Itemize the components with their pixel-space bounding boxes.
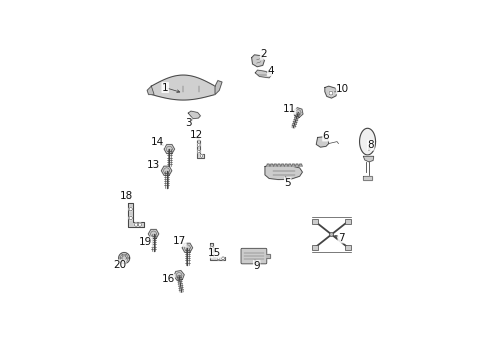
Text: 5: 5	[284, 177, 291, 188]
Circle shape	[329, 91, 333, 95]
Text: 2: 2	[260, 49, 267, 59]
Text: 16: 16	[161, 274, 174, 284]
Polygon shape	[182, 243, 193, 252]
Polygon shape	[147, 86, 154, 94]
Polygon shape	[363, 176, 372, 180]
Circle shape	[197, 144, 200, 146]
Circle shape	[221, 257, 224, 260]
Circle shape	[217, 257, 220, 260]
Polygon shape	[161, 166, 172, 175]
Polygon shape	[128, 203, 144, 227]
Polygon shape	[252, 55, 265, 67]
Polygon shape	[274, 164, 277, 166]
Circle shape	[138, 223, 142, 226]
Polygon shape	[267, 164, 270, 166]
Text: 20: 20	[113, 260, 126, 270]
Bar	[312, 219, 318, 224]
Polygon shape	[316, 137, 329, 147]
Text: 19: 19	[139, 237, 152, 247]
Text: 7: 7	[338, 233, 344, 243]
Circle shape	[210, 252, 213, 255]
Text: 14: 14	[151, 137, 164, 147]
Text: 11: 11	[283, 104, 296, 114]
Polygon shape	[364, 156, 374, 162]
Bar	[312, 246, 318, 250]
Polygon shape	[295, 164, 299, 166]
Circle shape	[200, 154, 203, 157]
Polygon shape	[210, 243, 225, 260]
Text: 10: 10	[336, 84, 349, 94]
Polygon shape	[288, 164, 292, 166]
Polygon shape	[294, 108, 303, 117]
Circle shape	[129, 207, 132, 211]
FancyBboxPatch shape	[241, 248, 267, 264]
Text: 9: 9	[253, 261, 260, 270]
Text: 18: 18	[120, 191, 133, 201]
Text: 17: 17	[173, 237, 186, 246]
Polygon shape	[197, 140, 204, 158]
Polygon shape	[188, 111, 200, 118]
Text: 13: 13	[147, 159, 160, 170]
Polygon shape	[119, 252, 130, 264]
Circle shape	[197, 150, 200, 153]
Bar	[345, 246, 351, 250]
Polygon shape	[360, 128, 375, 155]
Polygon shape	[270, 164, 273, 166]
Text: 15: 15	[208, 248, 221, 258]
Text: 3: 3	[185, 118, 192, 128]
Text: 4: 4	[267, 66, 274, 76]
Polygon shape	[281, 164, 284, 166]
Polygon shape	[174, 271, 184, 280]
Circle shape	[134, 223, 138, 226]
Circle shape	[129, 216, 132, 220]
Text: 12: 12	[190, 130, 203, 140]
Polygon shape	[255, 70, 272, 78]
Polygon shape	[277, 164, 281, 166]
Polygon shape	[325, 86, 337, 98]
Polygon shape	[215, 81, 222, 94]
Bar	[345, 219, 351, 224]
Circle shape	[330, 233, 334, 237]
Text: 6: 6	[322, 131, 329, 141]
Text: 1: 1	[162, 82, 169, 93]
Polygon shape	[285, 164, 288, 166]
Polygon shape	[151, 75, 215, 100]
Polygon shape	[266, 254, 270, 258]
Text: 8: 8	[368, 140, 374, 150]
Polygon shape	[148, 229, 159, 238]
Polygon shape	[265, 165, 302, 180]
Polygon shape	[164, 144, 174, 154]
Polygon shape	[292, 164, 295, 166]
Circle shape	[210, 246, 213, 249]
Polygon shape	[299, 164, 302, 166]
